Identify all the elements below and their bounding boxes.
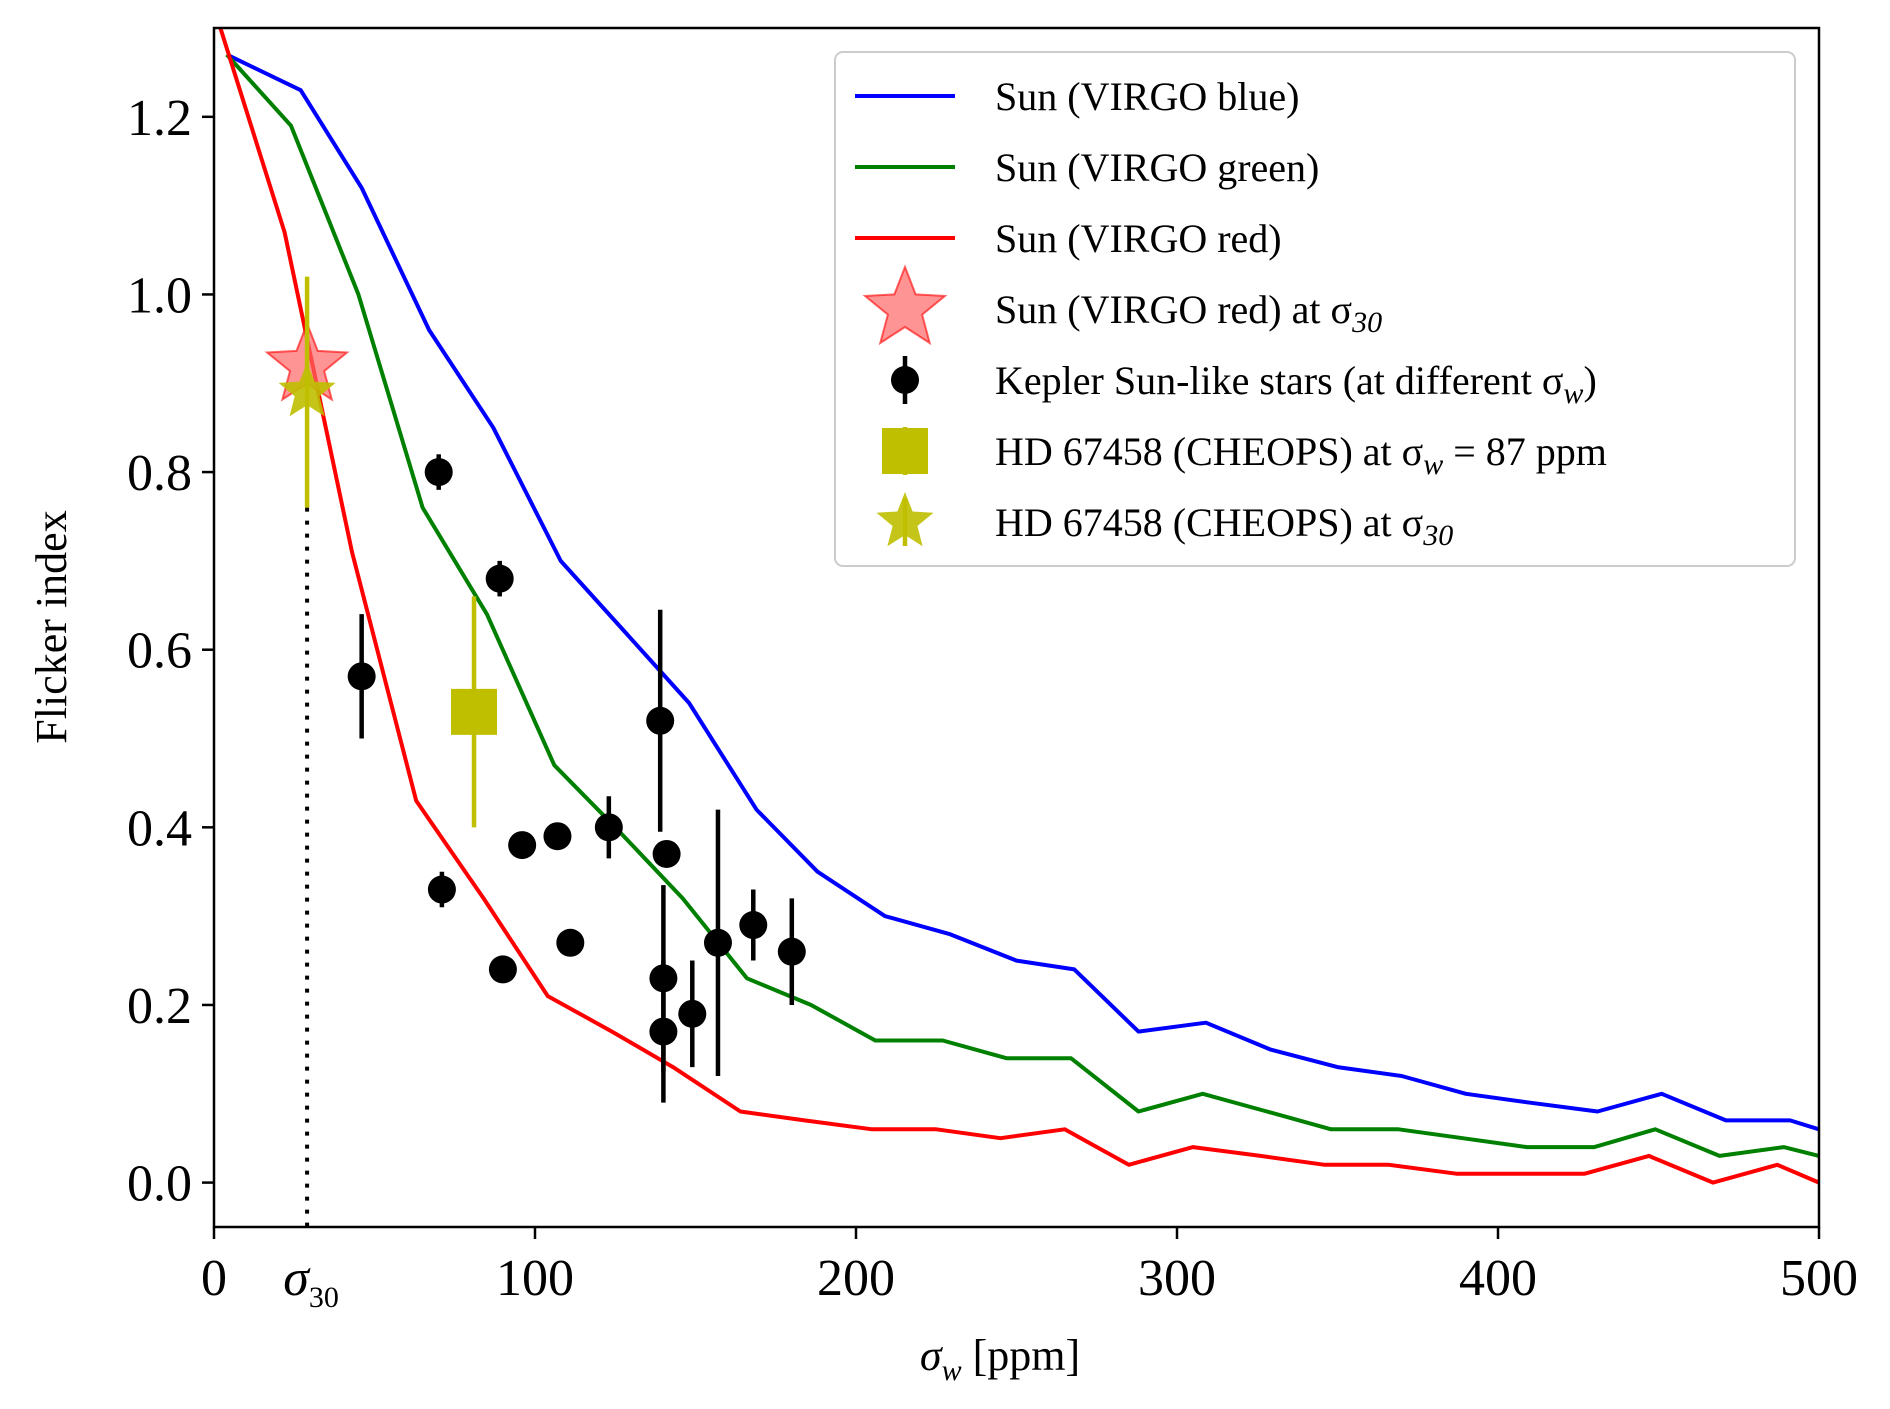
legend-label-green: Sun (VIRGO green) [995, 145, 1319, 190]
plot-marks [218, 28, 1819, 1227]
kepler-point [649, 1017, 678, 1046]
y-tick-label: 1.2 [127, 90, 192, 147]
kepler-point [508, 831, 537, 860]
y-tick-label: 0.2 [127, 978, 192, 1035]
legend-handle-red-star [862, 264, 948, 346]
legend-label-kepler: Kepler Sun-like stars (at different σw) [995, 358, 1597, 410]
series-line-green [225, 53, 1819, 1158]
kepler-point [485, 564, 514, 593]
legend-label-square: HD 67458 (CHEOPS) at σw = 87 ppm [995, 429, 1607, 481]
x-tick-label: 500 [1780, 1250, 1858, 1307]
x-axis-title-subscript: w [942, 1354, 962, 1387]
sigma30-subscript: 30 [309, 1281, 339, 1314]
y-axis-title: Flicker index [27, 510, 76, 743]
kepler-point [594, 813, 623, 842]
x-tick-label: 200 [817, 1250, 895, 1307]
x-tick-label: 100 [496, 1250, 574, 1307]
y-tick-label: 0.0 [127, 1156, 192, 1213]
y-tick-label: 0.6 [127, 623, 192, 680]
y-tick-label: 0.4 [127, 800, 192, 857]
kepler-point [703, 928, 732, 957]
axis-ticks: 0 100 200 300 400 500 σ30 0.0 0.2 0.4 0.6 0.8 1.0 1.2 [127, 90, 1858, 1314]
x-axis-title-unit: [ppm] [962, 1331, 1081, 1380]
y-tick-label: 0.8 [127, 445, 192, 502]
y-tick-label: 1.0 [127, 267, 192, 324]
legend-label-red: Sun (VIRGO red) [995, 216, 1282, 261]
kepler-point [739, 911, 768, 940]
x-tick-label: 400 [1459, 1250, 1537, 1307]
kepler-point [556, 928, 585, 957]
legend-box [834, 51, 1796, 567]
x-tick-label-sigma30: σ30 [283, 1250, 339, 1314]
legend-label-redstar: Sun (VIRGO red) at σ30 [995, 287, 1382, 339]
kepler-point [424, 458, 453, 487]
kepler-point [543, 822, 572, 851]
kepler-point [652, 839, 681, 868]
kepler-point [777, 937, 806, 966]
legend-handle-yellow-star [876, 492, 934, 547]
x-tick-label: 300 [1138, 1250, 1216, 1307]
legend-label-blue: Sun (VIRGO blue) [995, 74, 1299, 119]
kepler-point [488, 955, 517, 984]
plot-frame [212, 26, 1821, 1229]
kepler-point [678, 999, 707, 1028]
hd67458-square-point [451, 688, 498, 735]
x-axis-title-symbol: σ [920, 1331, 944, 1380]
kepler-point [646, 706, 675, 735]
legend: Sun (VIRGO blue) Sun (VIRGO green) Sun (VI… [834, 51, 1796, 567]
kepler-point [427, 875, 456, 904]
legend-handle-kepler-dot [891, 366, 919, 394]
legend-handle-square [882, 428, 928, 474]
hd67458-star-point [278, 362, 336, 417]
series-line-blue [225, 52, 1819, 1132]
legend-label-ystar: HD 67458 (CHEOPS) at σ30 [995, 500, 1453, 552]
series-line-red [218, 28, 1819, 1185]
kepler-point [347, 662, 376, 691]
x-tick-label: 0 [201, 1250, 227, 1307]
x-axis-title: σw [ppm] [920, 1331, 1080, 1387]
sigma30-symbol: σ [283, 1250, 311, 1307]
